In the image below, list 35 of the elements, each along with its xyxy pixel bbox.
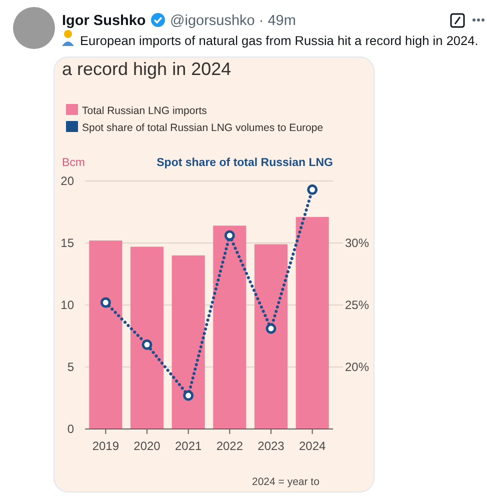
legend-label: Total Russian LNG imports — [82, 105, 207, 117]
bar — [89, 240, 122, 429]
bar — [296, 216, 329, 429]
point — [142, 339, 152, 350]
text: European imports of natural gas from Russia hit a record high in 2024. — [80, 33, 478, 48]
y-tick-label: 10 — [60, 298, 74, 312]
point — [307, 184, 318, 195]
text: 2024 = year to — [252, 476, 320, 488]
y2-tick-label: 25% — [345, 298, 370, 312]
point — [266, 323, 276, 334]
x-tick-label: 2021 — [174, 439, 202, 453]
chart-title: a record high in 2024 — [62, 59, 232, 79]
point — [100, 297, 111, 308]
y2-tick-label: 30% — [345, 236, 370, 250]
x-tick-label: 2020 — [134, 439, 161, 453]
x-tick-label: 2024 — [298, 439, 326, 453]
bar — [130, 246, 164, 429]
y-tick-label: 20 — [60, 174, 74, 188]
text: Igor Sushko — [62, 13, 146, 29]
point — [183, 390, 194, 401]
text: @igorsushko · 49m — [170, 13, 296, 29]
bar — [254, 244, 288, 429]
x-tick-label: 2022 — [216, 439, 244, 453]
y2-tick-label: 20% — [345, 360, 370, 374]
point — [224, 230, 235, 241]
bar — [172, 255, 205, 429]
y-tick-label: 15 — [60, 236, 74, 250]
x-tick-label: 2019 — [92, 439, 120, 453]
y2-axis-title: Spot share of total Russian LNG — [156, 157, 334, 169]
bar — [213, 226, 246, 429]
y-tick-label: 0 — [67, 422, 74, 436]
y-tick-label: 5 — [67, 360, 74, 374]
legend-label: Spot share of total Russian LNG volumes to Europe — [82, 122, 324, 134]
y-axis-title: Bcm — [62, 157, 85, 169]
x-tick-label: 2023 — [258, 439, 285, 453]
